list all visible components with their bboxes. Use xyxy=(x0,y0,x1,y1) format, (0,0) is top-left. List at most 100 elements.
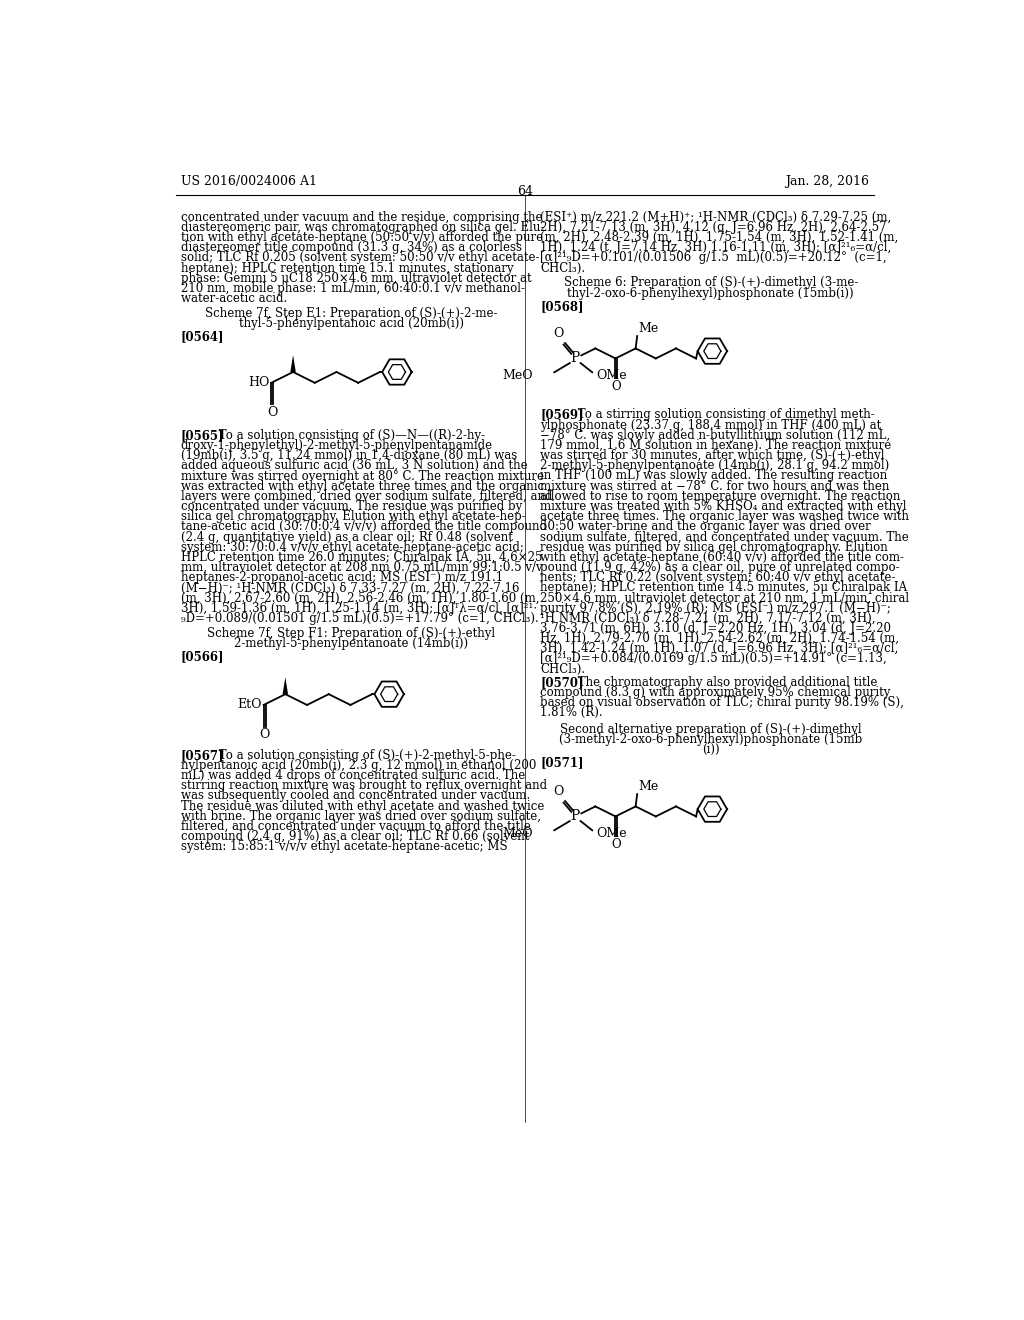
Text: in THF (100 mL) was slowly added. The resulting reaction: in THF (100 mL) was slowly added. The re… xyxy=(541,470,888,483)
Text: The chromatography also provided additional title: The chromatography also provided additio… xyxy=(574,676,878,689)
Text: 2H), 7.21-7.13 (m, 3H), 4.12 (q, J=6.96 Hz, 2H), 2.64-2.57: 2H), 7.21-7.13 (m, 3H), 4.12 (q, J=6.96 … xyxy=(541,220,887,234)
Text: [0567]: [0567] xyxy=(180,748,224,762)
Text: O: O xyxy=(611,838,622,851)
Text: [0571]: [0571] xyxy=(541,756,584,770)
Text: Me: Me xyxy=(638,322,658,334)
Text: compound (8.3 g) with approximately 95% chemical purity: compound (8.3 g) with approximately 95% … xyxy=(541,686,891,700)
Text: compound (2.4 g, 91%) as a clear oil; TLC Rf 0.66 (solvent: compound (2.4 g, 91%) as a clear oil; TL… xyxy=(180,830,529,843)
Text: ylphosphonate (23.37 g, 188.4 mmol) in THF (400 mL) at: ylphosphonate (23.37 g, 188.4 mmol) in T… xyxy=(541,418,882,432)
Text: heptanes-2-propanol-acetic acid; MS (ESI⁻) m/z 191.1: heptanes-2-propanol-acetic acid; MS (ESI… xyxy=(180,572,503,585)
Text: residue was purified by silica gel chromatography. Elution: residue was purified by silica gel chrom… xyxy=(541,541,888,553)
Text: [α]²¹₉D=+0.101/(0.01506  g/1.5  mL)(0.5)=+20.12°  (c=1,: [α]²¹₉D=+0.101/(0.01506 g/1.5 mL)(0.5)=+… xyxy=(541,251,887,264)
Text: 1H), 1.24 (t, J=7.14 Hz, 3H) 1.16-1.11 (m, 3H); [α]²¹₆=α/cl,: 1H), 1.24 (t, J=7.14 Hz, 3H) 1.16-1.11 (… xyxy=(541,242,892,255)
Text: (m, 3H), 2.67-2.60 (m, 2H), 2.56-2.46 (m, 1H), 1.80-1.60 (m,: (m, 3H), 2.67-2.60 (m, 2H), 2.56-2.46 (m… xyxy=(180,591,540,605)
Text: [0570]: [0570] xyxy=(541,676,584,689)
Text: OMe: OMe xyxy=(596,826,627,840)
Text: (2.4 g, quantitative yield) as a clear oil; Rf 0.48 (solvent: (2.4 g, quantitative yield) as a clear o… xyxy=(180,531,513,544)
Text: thyl-5-phenylpentanoic acid (20mb(i)): thyl-5-phenylpentanoic acid (20mb(i)) xyxy=(239,317,464,330)
Text: Me: Me xyxy=(638,780,658,792)
Text: phase: Gemini 5 μC18 250×4.6 mm, ultraviolet detector at: phase: Gemini 5 μC18 250×4.6 mm, ultravi… xyxy=(180,272,531,285)
Text: 179 mmol, 1.6 M solution in hexane). The reaction mixture: 179 mmol, 1.6 M solution in hexane). The… xyxy=(541,440,892,451)
Text: MeO: MeO xyxy=(502,826,532,840)
Text: O: O xyxy=(259,729,269,741)
Text: mixture was stirred at −78° C. for two hours and was then: mixture was stirred at −78° C. for two h… xyxy=(541,479,890,492)
Text: The residue was diluted with ethyl acetate and washed twice: The residue was diluted with ethyl aceta… xyxy=(180,800,544,813)
Text: 3H), 1.42-1.24 (m, 1H), 1.07 (d, J=6.96 Hz, 3H); [α]²¹₆=α/cl,: 3H), 1.42-1.24 (m, 1H), 1.07 (d, J=6.96 … xyxy=(541,643,898,655)
Text: O: O xyxy=(267,405,278,418)
Text: 2-methyl-5-phenylpentanoate (14mb(i), 28.1 g, 94.2 mmol): 2-methyl-5-phenylpentanoate (14mb(i), 28… xyxy=(541,459,890,473)
Text: droxy-1-phenylethyl)-2-methyl-5-phenylpentanamide: droxy-1-phenylethyl)-2-methyl-5-phenylpe… xyxy=(180,440,493,453)
Text: heptane); HPLC retention time 14.5 minutes, 5μ Chiralpak IA: heptane); HPLC retention time 14.5 minut… xyxy=(541,581,907,594)
Text: ₉D=+0.089/(0.01501 g/1.5 mL)(0.5)=+17.79° (c=1, CHCl₃).: ₉D=+0.089/(0.01501 g/1.5 mL)(0.5)=+17.79… xyxy=(180,612,539,624)
Text: (M−H)⁻; ¹H-NMR (CDCl₃) δ 7.33-7.27 (m, 2H), 7.22-7.16: (M−H)⁻; ¹H-NMR (CDCl₃) δ 7.33-7.27 (m, 2… xyxy=(180,581,519,594)
Text: sodium sulfate, filtered, and concentrated under vacuum. The: sodium sulfate, filtered, and concentrat… xyxy=(541,531,909,544)
Text: 1.81% (R).: 1.81% (R). xyxy=(541,706,603,719)
Text: filtered, and concentrated under vacuum to afford the title: filtered, and concentrated under vacuum … xyxy=(180,820,530,833)
Text: with ethyl acetate-heptane (60:40 v/v) afforded the title com-: with ethyl acetate-heptane (60:40 v/v) a… xyxy=(541,550,904,564)
Text: [0566]: [0566] xyxy=(180,651,224,663)
Text: (19mb(i), 3.5 g, 11.24 mmol) in 1,4-dioxane (80 mL) was: (19mb(i), 3.5 g, 11.24 mmol) in 1,4-diox… xyxy=(180,449,517,462)
Text: solid; TLC Rf 0.205 (solvent system: 50:50 v/v ethyl acetate-: solid; TLC Rf 0.205 (solvent system: 50:… xyxy=(180,251,540,264)
Text: CHCl₃).: CHCl₃). xyxy=(541,261,586,275)
Text: OMe: OMe xyxy=(596,368,627,381)
Text: O: O xyxy=(553,785,563,799)
Text: Jan. 28, 2016: Jan. 28, 2016 xyxy=(785,176,869,189)
Text: heptane); HPLC retention time 15.1 minutes, stationary: heptane); HPLC retention time 15.1 minut… xyxy=(180,261,513,275)
Text: To a solution consisting of (S)-(+)-2-methyl-5-phe-: To a solution consisting of (S)-(+)-2-me… xyxy=(215,748,516,762)
Text: stirring reaction mixture was brought to reflux overnight and: stirring reaction mixture was brought to… xyxy=(180,779,547,792)
Text: [0565]: [0565] xyxy=(180,429,224,442)
Text: MeO: MeO xyxy=(502,368,532,381)
Polygon shape xyxy=(283,677,288,694)
Text: tion with ethyl acetate-heptane (50:50 v/v) afforded the pure: tion with ethyl acetate-heptane (50:50 v… xyxy=(180,231,543,244)
Text: allowed to rise to room temperature overnight. The reaction: allowed to rise to room temperature over… xyxy=(541,490,901,503)
Text: 250×4.6 mm, ultraviolet detector at 210 nm, 1 mL/min, chiral: 250×4.6 mm, ultraviolet detector at 210 … xyxy=(541,591,909,605)
Text: [0568]: [0568] xyxy=(541,300,584,313)
Text: concentrated under vacuum and the residue, comprising the: concentrated under vacuum and the residu… xyxy=(180,211,542,224)
Text: CHCl₃).: CHCl₃). xyxy=(541,663,586,676)
Text: P: P xyxy=(570,351,580,366)
Text: O: O xyxy=(553,327,563,341)
Text: mm, ultraviolet detector at 208 nm 0.75 mL/min 99:1:0.5 v/v: mm, ultraviolet detector at 208 nm 0.75 … xyxy=(180,561,543,574)
Text: acetate three times. The organic layer was washed twice with: acetate three times. The organic layer w… xyxy=(541,510,909,523)
Text: [0564]: [0564] xyxy=(180,330,224,343)
Text: based on visual observation of TLC; chiral purity 98.19% (S),: based on visual observation of TLC; chir… xyxy=(541,696,904,709)
Text: [0569]: [0569] xyxy=(541,408,584,421)
Text: nylpentanoic acid (20mb(i), 2.3 g, 12 mmol) in ethanol (200: nylpentanoic acid (20mb(i), 2.3 g, 12 mm… xyxy=(180,759,537,772)
Text: system: 30:70:0.4 v/v/v ethyl acetate-heptane-acetic acid;: system: 30:70:0.4 v/v/v ethyl acetate-he… xyxy=(180,541,523,554)
Text: layers were combined, dried over sodium sulfate, filtered, and: layers were combined, dried over sodium … xyxy=(180,490,552,503)
Text: nents; TLC Rf 0.22 (solvent system: 60:40 v/v ethyl acetate-: nents; TLC Rf 0.22 (solvent system: 60:4… xyxy=(541,572,896,585)
Text: system: 15:85:1 v/v/v ethyl acetate-heptane-acetic; MS: system: 15:85:1 v/v/v ethyl acetate-hept… xyxy=(180,841,507,853)
Text: with brine. The organic layer was dried over sodium sulfate,: with brine. The organic layer was dried … xyxy=(180,810,541,822)
Text: mixture was stirred overnight at 80° C. The reaction mixture: mixture was stirred overnight at 80° C. … xyxy=(180,470,544,483)
Text: 2-methyl-5-phenylpentanoate (14mb(i)): 2-methyl-5-phenylpentanoate (14mb(i)) xyxy=(234,636,468,649)
Text: HPLC retention time 26.0 minutes; Chiralpak IA, 5μ, 4.6×25: HPLC retention time 26.0 minutes; Chiral… xyxy=(180,550,542,564)
Text: 3.76-3.71 (m, 6H), 3.10 (d, J=2.20 Hz, 1H), 3.04 (d, J=2.20: 3.76-3.71 (m, 6H), 3.10 (d, J=2.20 Hz, 1… xyxy=(541,622,891,635)
Text: −78° C. was slowly added n-butyllithium solution (112 mL,: −78° C. was slowly added n-butyllithium … xyxy=(541,429,891,442)
Text: was subsequently cooled and concentrated under vacuum.: was subsequently cooled and concentrated… xyxy=(180,789,530,803)
Text: (m, 2H), 2.48-2.39 (m, 1H), 1.75-1.54 (m, 3H), 1.52-1.41 (m,: (m, 2H), 2.48-2.39 (m, 1H), 1.75-1.54 (m… xyxy=(541,231,898,244)
Text: ¹H NMR (CDCl₃) δ 7.28-7.21 (m, 2H), 7.17-7.12 (m, 3H),: ¹H NMR (CDCl₃) δ 7.28-7.21 (m, 2H), 7.17… xyxy=(541,611,876,624)
Text: Scheme 6: Preparation of (S)-(+)-dimethyl (3-me-: Scheme 6: Preparation of (S)-(+)-dimethy… xyxy=(563,276,858,289)
Text: HO: HO xyxy=(249,375,270,388)
Text: diastereomer title compound (31.3 g, 34%) as a colorless: diastereomer title compound (31.3 g, 34%… xyxy=(180,242,521,255)
Text: O: O xyxy=(611,380,622,393)
Text: (ESI⁺) m/z 221.2 (M+H)⁺; ¹H-NMR (CDCl₃) δ 7.29-7.25 (m,: (ESI⁺) m/z 221.2 (M+H)⁺; ¹H-NMR (CDCl₃) … xyxy=(541,211,892,224)
Text: 210 nm, mobile phase: 1 mL/min, 60:40:0.1 v/v methanol-: 210 nm, mobile phase: 1 mL/min, 60:40:0.… xyxy=(180,282,524,294)
Text: 50:50 water-brine and the organic layer was dried over: 50:50 water-brine and the organic layer … xyxy=(541,520,871,533)
Text: [α]²¹₉D=+0.084/(0.0169 g/1.5 mL)(0.5)=+14.91° (c=1.13,: [α]²¹₉D=+0.084/(0.0169 g/1.5 mL)(0.5)=+1… xyxy=(541,652,887,665)
Text: purity 97.8% (S), 2.19% (R); MS (ESI⁻) m/z 297.1 (M−H)⁻;: purity 97.8% (S), 2.19% (R); MS (ESI⁻) m… xyxy=(541,602,891,615)
Text: pound (11.9 g, 42%) as a clear oil, pure of unrelated compo-: pound (11.9 g, 42%) as a clear oil, pure… xyxy=(541,561,900,574)
Text: thyl-2-oxo-6-phenylhexyl)phosphonate (15mb(i)): thyl-2-oxo-6-phenylhexyl)phosphonate (15… xyxy=(567,286,854,300)
Text: 3H), 1.59-1.36 (m, 1H), 1.25-1.14 (m, 3H); [α]ᵀλ=α/cl, [α]²¹⋅: 3H), 1.59-1.36 (m, 1H), 1.25-1.14 (m, 3H… xyxy=(180,602,537,615)
Text: water-acetic acid.: water-acetic acid. xyxy=(180,292,287,305)
Text: To a solution consisting of (S)—N—((R)-2-hy-: To a solution consisting of (S)—N—((R)-2… xyxy=(215,429,485,442)
Text: was extracted with ethyl acetate three times and the organic: was extracted with ethyl acetate three t… xyxy=(180,479,544,492)
Text: diastereomeric pair, was chromatographed on silica gel. Elu-: diastereomeric pair, was chromatographed… xyxy=(180,220,544,234)
Text: concentrated under vacuum. The residue was purified by: concentrated under vacuum. The residue w… xyxy=(180,500,522,513)
Text: US 2016/0024006 A1: US 2016/0024006 A1 xyxy=(180,176,316,189)
Text: Hz, 1H), 2.79-2.70 (m, 1H), 2.54-2.62 (m, 2H), 1.74-1.54 (m,: Hz, 1H), 2.79-2.70 (m, 1H), 2.54-2.62 (m… xyxy=(541,632,899,645)
Text: was stirred for 30 minutes, after which time, (S)-(+)-ethyl: was stirred for 30 minutes, after which … xyxy=(541,449,885,462)
Text: (i)): (i)) xyxy=(702,743,720,756)
Text: Second alternative preparation of (S)-(+)-dimethyl: Second alternative preparation of (S)-(+… xyxy=(560,722,861,735)
Text: mixture was treated with 5% KHSO₄ and extracted with ethyl: mixture was treated with 5% KHSO₄ and ex… xyxy=(541,500,907,513)
